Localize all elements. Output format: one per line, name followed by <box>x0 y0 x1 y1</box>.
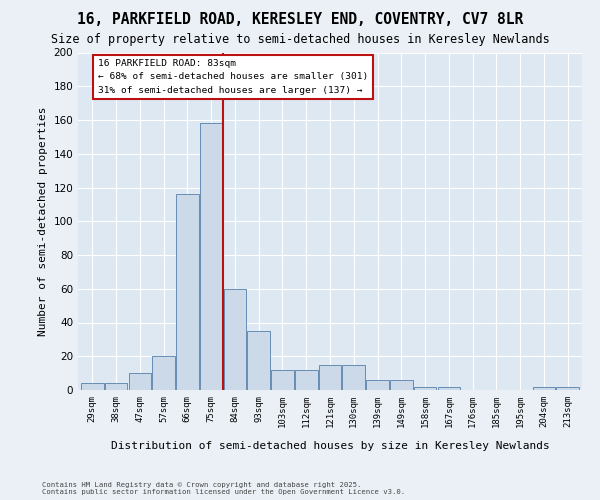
Bar <box>81 383 104 390</box>
Bar <box>176 194 199 390</box>
Bar <box>128 373 151 390</box>
Bar <box>224 289 246 390</box>
Bar <box>390 380 413 390</box>
Bar <box>437 386 460 390</box>
Text: Size of property relative to semi-detached houses in Keresley Newlands: Size of property relative to semi-detach… <box>50 32 550 46</box>
Bar <box>247 331 270 390</box>
X-axis label: Distribution of semi-detached houses by size in Keresley Newlands: Distribution of semi-detached houses by … <box>110 441 550 451</box>
Bar <box>414 386 436 390</box>
Bar <box>366 380 389 390</box>
Bar <box>271 370 294 390</box>
Bar <box>556 386 579 390</box>
Bar <box>105 383 127 390</box>
Bar <box>295 370 317 390</box>
Text: Contains HM Land Registry data © Crown copyright and database right 2025.
Contai: Contains HM Land Registry data © Crown c… <box>42 482 405 495</box>
Text: 16 PARKFIELD ROAD: 83sqm
← 68% of semi-detached houses are smaller (301)
31% of : 16 PARKFIELD ROAD: 83sqm ← 68% of semi-d… <box>98 59 368 94</box>
Bar <box>152 356 175 390</box>
Y-axis label: Number of semi-detached properties: Number of semi-detached properties <box>38 106 48 336</box>
Bar <box>533 386 555 390</box>
Text: 16, PARKFIELD ROAD, KERESLEY END, COVENTRY, CV7 8LR: 16, PARKFIELD ROAD, KERESLEY END, COVENT… <box>77 12 523 28</box>
Bar <box>200 124 223 390</box>
Bar <box>319 364 341 390</box>
Bar <box>343 364 365 390</box>
